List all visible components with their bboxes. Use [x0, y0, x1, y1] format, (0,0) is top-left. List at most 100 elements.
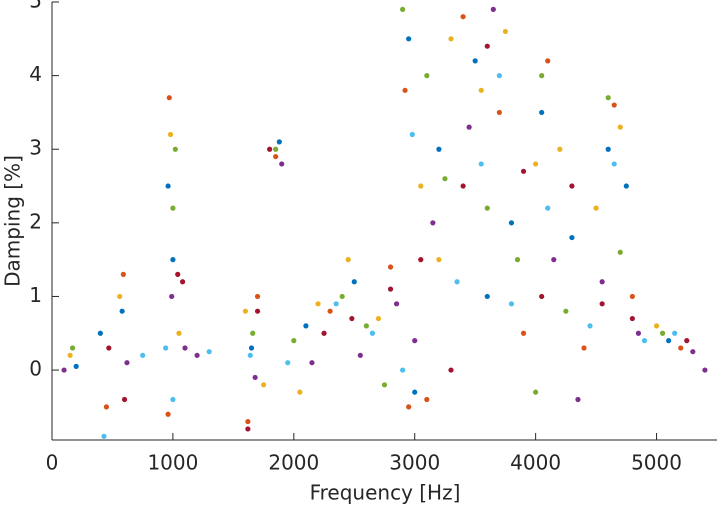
point [478, 161, 484, 167]
point [418, 183, 424, 189]
point [254, 308, 261, 314]
point [599, 301, 605, 307]
point [349, 315, 355, 322]
point [339, 293, 345, 300]
point [67, 352, 73, 358]
point [206, 349, 212, 355]
point [484, 43, 490, 49]
point [297, 389, 303, 395]
point [641, 338, 648, 344]
point [120, 271, 126, 277]
point [623, 183, 629, 189]
point [508, 301, 515, 307]
point [333, 301, 339, 307]
point [569, 234, 575, 241]
point [496, 109, 502, 116]
point [533, 389, 539, 395]
point [430, 220, 436, 226]
point [653, 323, 660, 329]
point [245, 426, 251, 432]
point [424, 73, 430, 79]
point [165, 411, 171, 417]
point [363, 323, 369, 329]
point [291, 338, 297, 344]
point [248, 345, 255, 351]
point [117, 293, 123, 300]
point [490, 6, 496, 12]
point [260, 382, 267, 388]
point [97, 330, 103, 336]
point [611, 102, 617, 108]
point [303, 323, 309, 329]
y-tick-label: 0 [29, 357, 42, 381]
point [702, 367, 708, 373]
point [581, 345, 587, 351]
point [545, 205, 551, 211]
point [593, 205, 599, 211]
point [165, 183, 171, 189]
point [484, 293, 490, 300]
point [369, 330, 376, 336]
point [166, 95, 172, 101]
point [276, 139, 282, 145]
y-tick-label: 4 [29, 62, 42, 86]
x-tick-label: 2000 [268, 451, 319, 475]
point [460, 183, 466, 189]
y-tick-label: 5 [29, 0, 42, 13]
point [587, 323, 593, 329]
point [418, 257, 424, 263]
x-tick-label: 5000 [631, 451, 682, 475]
point [357, 352, 363, 358]
point [103, 404, 110, 410]
point [252, 374, 258, 381]
y-axis-label: Damping [%] [1, 155, 25, 287]
point [170, 396, 176, 403]
point [163, 345, 169, 351]
point [400, 367, 406, 373]
point [533, 161, 539, 167]
point [176, 330, 182, 336]
point [575, 396, 581, 403]
point [273, 153, 279, 160]
point [327, 308, 333, 314]
point [442, 176, 448, 182]
point [170, 205, 176, 211]
point [309, 360, 315, 366]
x-tick-label: 1000 [147, 451, 198, 475]
point [182, 345, 188, 351]
point [170, 257, 176, 263]
point [273, 146, 279, 152]
point [508, 220, 515, 226]
point [551, 257, 557, 263]
point [381, 382, 388, 388]
point [448, 36, 454, 42]
point [563, 308, 569, 314]
point [436, 146, 442, 152]
point [69, 345, 76, 351]
point [179, 279, 186, 285]
point [406, 404, 412, 410]
point [684, 338, 690, 344]
point [167, 131, 174, 138]
point [629, 293, 635, 300]
point [412, 389, 418, 395]
point [659, 330, 666, 336]
point [539, 73, 545, 79]
point [387, 286, 394, 292]
point [599, 279, 605, 285]
y-tick-label: 1 [29, 283, 42, 307]
x-tick-label: 4000 [510, 451, 561, 475]
point [617, 124, 623, 130]
point [466, 124, 472, 130]
point [121, 396, 128, 403]
point [101, 433, 107, 439]
point [61, 367, 67, 373]
point [409, 131, 415, 138]
point [605, 146, 611, 152]
point [412, 338, 418, 344]
point [124, 360, 130, 366]
point [539, 293, 545, 300]
x-tick-label: 3000 [389, 451, 440, 475]
point [611, 161, 617, 167]
